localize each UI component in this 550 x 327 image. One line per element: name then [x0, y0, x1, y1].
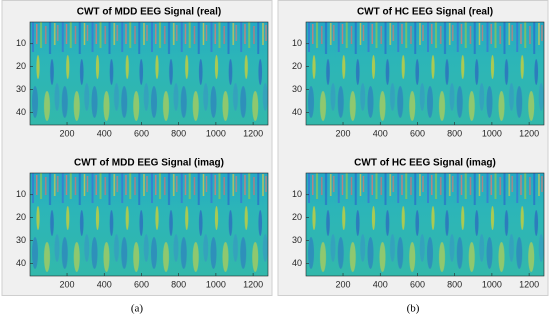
x-tick-label: 400: [97, 128, 112, 138]
chart-title: CWT of MDD EEG Signal (real): [77, 7, 221, 18]
y-tick-label: 40: [16, 107, 26, 117]
heatmap-image: [30, 22, 268, 125]
x-tick-label: 600: [410, 128, 425, 138]
y-tick-label: 30: [16, 235, 26, 245]
y-tick-label: 30: [292, 84, 302, 94]
plot-frame: [29, 172, 269, 277]
heatmap-image: [306, 22, 544, 125]
x-tick-label: 400: [97, 279, 112, 289]
chart-title: CWT of MDD EEG Signal (imag): [74, 158, 224, 169]
y-tick-label: 30: [16, 84, 26, 94]
x-tick-label: 200: [60, 279, 75, 289]
x-tick-label: 1000: [482, 279, 502, 289]
x-tick-label: 1000: [206, 279, 226, 289]
x-tick-label: 800: [447, 279, 462, 289]
x-tick-label: 200: [336, 128, 351, 138]
y-tick-label: 40: [16, 258, 26, 268]
x-tick-label: 1200: [243, 279, 263, 289]
plot-frame: [305, 172, 545, 277]
y-tick-label: 20: [16, 61, 26, 71]
y-tick-label: 20: [292, 61, 302, 71]
x-tick-label: 200: [60, 128, 75, 138]
x-tick-label: 1000: [206, 128, 226, 138]
x-tick-label: 600: [134, 128, 149, 138]
x-tick-label: 600: [410, 279, 425, 289]
x-tick-label: 800: [447, 128, 462, 138]
x-tick-label: 400: [373, 128, 388, 138]
y-tick-label: 40: [292, 107, 302, 117]
x-tick-label: 600: [134, 279, 149, 289]
plot-frame: [305, 21, 545, 126]
x-tick-label: 1200: [519, 279, 539, 289]
y-tick-label: 20: [16, 212, 26, 222]
panel-label: (a): [131, 303, 144, 315]
chart-title: CWT of HC EEG Signal (real): [357, 7, 493, 18]
y-tick-label: 40: [292, 258, 302, 268]
y-tick-label: 10: [292, 38, 302, 48]
y-tick-label: 10: [16, 189, 26, 199]
x-tick-label: 1200: [243, 128, 263, 138]
y-tick-label: 10: [292, 189, 302, 199]
y-tick-label: 20: [292, 212, 302, 222]
x-tick-label: 1000: [482, 128, 502, 138]
x-tick-label: 800: [171, 279, 186, 289]
heatmap-image: [30, 173, 268, 276]
x-tick-label: 1200: [519, 128, 539, 138]
y-tick-label: 30: [292, 235, 302, 245]
panel-label: (b): [407, 303, 420, 315]
y-tick-label: 10: [16, 38, 26, 48]
heatmap-image: [306, 173, 544, 276]
x-tick-label: 400: [373, 279, 388, 289]
x-tick-label: 800: [171, 128, 186, 138]
plot-frame: [29, 21, 269, 126]
chart-title: CWT of HC EEG Signal (imag): [354, 158, 496, 169]
x-tick-label: 200: [336, 279, 351, 289]
